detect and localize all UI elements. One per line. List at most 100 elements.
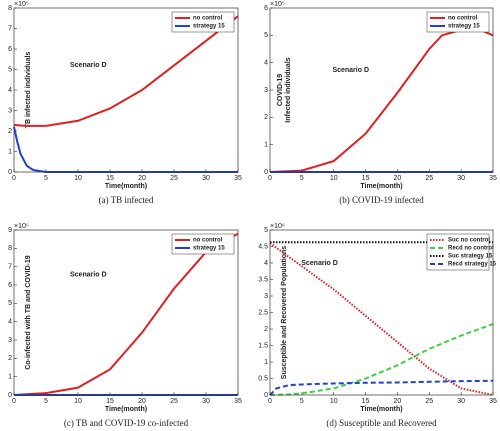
axes-frame bbox=[13, 7, 239, 173]
legend-label: Suc strategy 15 bbox=[448, 254, 493, 260]
y-tick-label: 6 bbox=[8, 46, 12, 53]
y-tick-label: 1 bbox=[8, 148, 12, 155]
axes-frame bbox=[13, 229, 239, 396]
y-tick-label: 3 bbox=[264, 293, 268, 300]
x-tick-label: 25 bbox=[425, 175, 433, 182]
y-multiplier: ×10⁶ bbox=[270, 223, 285, 230]
y-tick-label: 8 bbox=[8, 5, 12, 12]
x-axis-label: Time(month) bbox=[105, 183, 147, 190]
caption: (b) COVID-19 infected bbox=[339, 195, 424, 205]
x-tick-label: 15 bbox=[362, 398, 370, 405]
y-axis-label: Susceptible and Recovered Populations bbox=[281, 246, 288, 380]
x-tick-label: 5 bbox=[300, 398, 304, 405]
x-tick-label: 35 bbox=[489, 398, 497, 405]
y-tick-label: 4 bbox=[8, 87, 12, 94]
x-tick-label: 0 bbox=[12, 398, 16, 405]
x-tick-label: 35 bbox=[234, 175, 242, 182]
y-multiplier: ×10⁵ bbox=[270, 1, 285, 8]
caption: (d) Susceptible and Recovered bbox=[326, 418, 437, 428]
y-tick-label: 4.5 bbox=[258, 243, 268, 250]
legend-label: strategy 15 bbox=[448, 24, 480, 30]
y-tick-label: 6 bbox=[8, 282, 12, 289]
x-tick-label: 20 bbox=[394, 398, 402, 405]
y-tick-label: 3 bbox=[264, 87, 268, 94]
x-tick-label: 20 bbox=[138, 398, 146, 405]
x-tick-label: 0 bbox=[12, 175, 16, 182]
series-line bbox=[13, 15, 239, 127]
legend-label: Recd strategy 15 bbox=[448, 262, 497, 268]
caption: (c) TB and COVID-19 co-infected bbox=[64, 418, 189, 428]
y-tick-label: 0 bbox=[264, 169, 268, 176]
legend-label: Suc no control bbox=[448, 238, 490, 244]
x-tick-label: 15 bbox=[106, 175, 114, 182]
caption: (a) TB infected bbox=[99, 195, 154, 205]
x-tick-label: 10 bbox=[74, 398, 82, 405]
x-tick-label: 25 bbox=[170, 398, 178, 405]
y-tick-label: 5 bbox=[264, 32, 268, 39]
y-tick-label: 2 bbox=[8, 355, 12, 362]
x-axis-label: Time(month) bbox=[105, 406, 147, 413]
y-tick-label: 7 bbox=[8, 264, 12, 271]
annotation: Scenario D bbox=[301, 260, 338, 267]
y-tick-label: 4 bbox=[264, 60, 268, 67]
x-axis-label: Time(month) bbox=[360, 406, 402, 413]
annotation: Scenario D bbox=[70, 62, 107, 69]
x-tick-label: 15 bbox=[106, 398, 114, 405]
y-tick-label: 0 bbox=[264, 392, 268, 399]
y-tick-label: 4 bbox=[8, 319, 12, 326]
y-multiplier: ×10⁵ bbox=[14, 1, 29, 8]
series-line bbox=[269, 242, 494, 396]
x-tick-label: 30 bbox=[202, 175, 210, 182]
x-tick-label: 15 bbox=[362, 175, 370, 182]
y-tick-label: 0 bbox=[8, 392, 12, 399]
y-tick-label: 5 bbox=[264, 227, 268, 234]
y-tick-label: 6 bbox=[264, 5, 268, 12]
x-tick-label: 5 bbox=[44, 398, 48, 405]
y-tick-label: 3 bbox=[8, 337, 12, 344]
annotation: Scenario D bbox=[332, 67, 369, 74]
legend-label: strategy 15 bbox=[193, 24, 225, 30]
y-tick-label: 2 bbox=[264, 326, 268, 333]
x-tick-label: 10 bbox=[330, 398, 338, 405]
x-tick-label: 20 bbox=[138, 175, 146, 182]
y-tick-label: 9 bbox=[8, 227, 12, 234]
x-tick-label: 10 bbox=[330, 175, 338, 182]
series-line bbox=[269, 379, 494, 396]
x-tick-label: 25 bbox=[425, 398, 433, 405]
x-tick-label: 30 bbox=[457, 398, 465, 405]
legend-label: strategy 15 bbox=[193, 246, 225, 252]
legend-label: Recd no control bbox=[448, 246, 494, 252]
axes-frame bbox=[269, 229, 494, 396]
series-line bbox=[13, 232, 239, 396]
y-tick-label: 2 bbox=[264, 114, 268, 121]
y-tick-label: 2.5 bbox=[258, 309, 268, 316]
y-tick-label: 1 bbox=[264, 142, 268, 149]
x-tick-label: 0 bbox=[268, 398, 272, 405]
y-tick-label: 1 bbox=[8, 374, 12, 381]
x-axis-label: Time(month) bbox=[360, 183, 402, 190]
y-tick-label: 1 bbox=[264, 359, 268, 366]
legend-label: no control bbox=[193, 16, 223, 22]
x-tick-label: 10 bbox=[74, 175, 82, 182]
y-tick-label: 0.5 bbox=[258, 375, 268, 382]
x-tick-label: 35 bbox=[234, 398, 242, 405]
y-tick-label: 8 bbox=[8, 245, 12, 252]
x-tick-label: 30 bbox=[457, 175, 465, 182]
x-tick-label: 25 bbox=[170, 175, 178, 182]
y-tick-label: 5 bbox=[8, 66, 12, 73]
x-tick-label: 30 bbox=[202, 398, 210, 405]
y-tick-label: 5 bbox=[8, 300, 12, 307]
y-tick-label: 1.5 bbox=[258, 342, 268, 349]
y-tick-label: 3.5 bbox=[258, 276, 268, 283]
y-axis-label: Infected individuals bbox=[285, 57, 292, 122]
y-axis-label: Co-infected with TB and COVID-19 bbox=[25, 255, 32, 369]
y-tick-label: 2 bbox=[8, 128, 12, 135]
x-tick-label: 5 bbox=[300, 175, 304, 182]
y-tick-label: 3 bbox=[8, 107, 12, 114]
y-axis-label: TB infected individuals bbox=[25, 52, 32, 129]
x-tick-label: 5 bbox=[44, 175, 48, 182]
x-tick-label: 35 bbox=[489, 175, 497, 182]
series-line bbox=[13, 126, 238, 173]
y-tick-label: 7 bbox=[8, 25, 12, 32]
